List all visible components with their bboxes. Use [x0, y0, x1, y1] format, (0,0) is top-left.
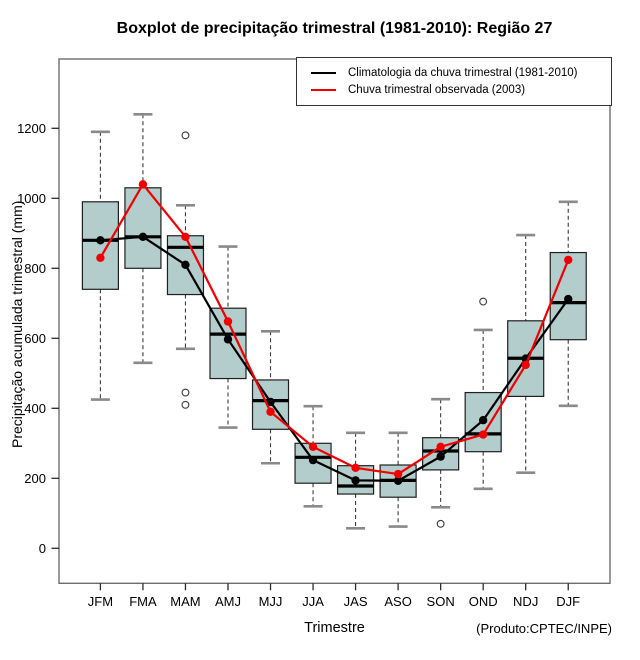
y-axis-title: Precipitação acumulada trimestral (mm)	[9, 200, 25, 448]
climatology-point	[564, 294, 573, 304]
x-axis-title: Trimestre	[304, 620, 365, 636]
x-axis-tick-label: FMA	[129, 594, 157, 609]
climatology-point	[96, 236, 105, 245]
climatology-point	[478, 416, 488, 425]
observed-point	[564, 255, 573, 265]
box-JFM	[81, 201, 120, 290]
x-axis-tick-label: JFM	[88, 594, 113, 609]
climatology-point	[393, 476, 403, 485]
climatology-point	[351, 476, 360, 485]
chart-title: Boxplot de precipitação trimestral (1981…	[116, 20, 553, 37]
legend-label-climatology: Climatologia da chuva trimestral (1981-2…	[348, 67, 578, 79]
x-axis-tick-label: SON	[427, 594, 455, 609]
climatology-point	[223, 335, 233, 344]
x-axis-tick-label: DJF	[556, 594, 580, 609]
legend-item-observed: Chuva trimestral observada (2003)	[297, 83, 611, 97]
observed-point	[181, 232, 190, 241]
climatology-point	[308, 455, 318, 465]
y-axis-tick-label: 400	[24, 401, 46, 416]
observed-line	[99, 182, 570, 476]
climatology-point	[181, 260, 190, 269]
y-axis-tick-label: 1000	[17, 191, 46, 206]
x-axis-tick-label: MJJ	[259, 594, 283, 609]
legend-item-climatology: Climatologia da chuva trimestral (1981-2…	[297, 66, 611, 80]
x-axis-tick-label: MAM	[170, 594, 200, 609]
y-axis-tick-label: 200	[24, 471, 46, 486]
observed-point	[478, 430, 488, 439]
y-axis-tick-label: 1200	[17, 121, 46, 136]
source-caption: (Produto:CPTEC/INPE)	[476, 621, 612, 636]
climatology-point	[138, 232, 148, 241]
x-axis-tick-label: JJA	[302, 594, 324, 609]
climatology-line	[100, 235, 570, 482]
observed-point	[308, 442, 318, 451]
y-axis-tick-label: 600	[24, 331, 46, 346]
outlier-point-OND	[479, 297, 488, 306]
legend-label-observed: Chuva trimestral observada (2003)	[348, 84, 526, 96]
y-axis-tick-label: 0	[39, 541, 46, 556]
observed-point	[96, 253, 105, 262]
chart-legend: Climatologia da chuva trimestral (1981-2…	[296, 57, 612, 106]
x-axis-tick-label: JAS	[344, 594, 368, 609]
x-axis-tick-label: NDJ	[513, 594, 538, 609]
observed-point	[436, 442, 445, 451]
observed-point	[266, 407, 275, 416]
outlier-point-MAM	[181, 131, 190, 140]
x-axis-tick-label: OND	[469, 594, 498, 609]
observed-point	[351, 463, 360, 472]
box-FMA	[124, 187, 162, 269]
observed-point	[521, 360, 530, 370]
outlier-point-MAM	[181, 388, 190, 397]
observed-line-swatch	[311, 89, 336, 91]
x-axis-tick-label: ASO	[384, 594, 411, 609]
climatology-point	[436, 452, 445, 461]
observed-point	[138, 180, 148, 189]
y-axis-tick-label: 800	[24, 261, 46, 276]
observed-point	[393, 469, 403, 479]
outlier-point-SON	[436, 519, 445, 528]
observed-point	[223, 317, 233, 326]
outlier-point-MAM	[181, 400, 190, 409]
climatology-point	[266, 397, 275, 407]
climatology-line-swatch	[311, 72, 336, 74]
x-axis-tick-label: AMJ	[215, 594, 241, 609]
